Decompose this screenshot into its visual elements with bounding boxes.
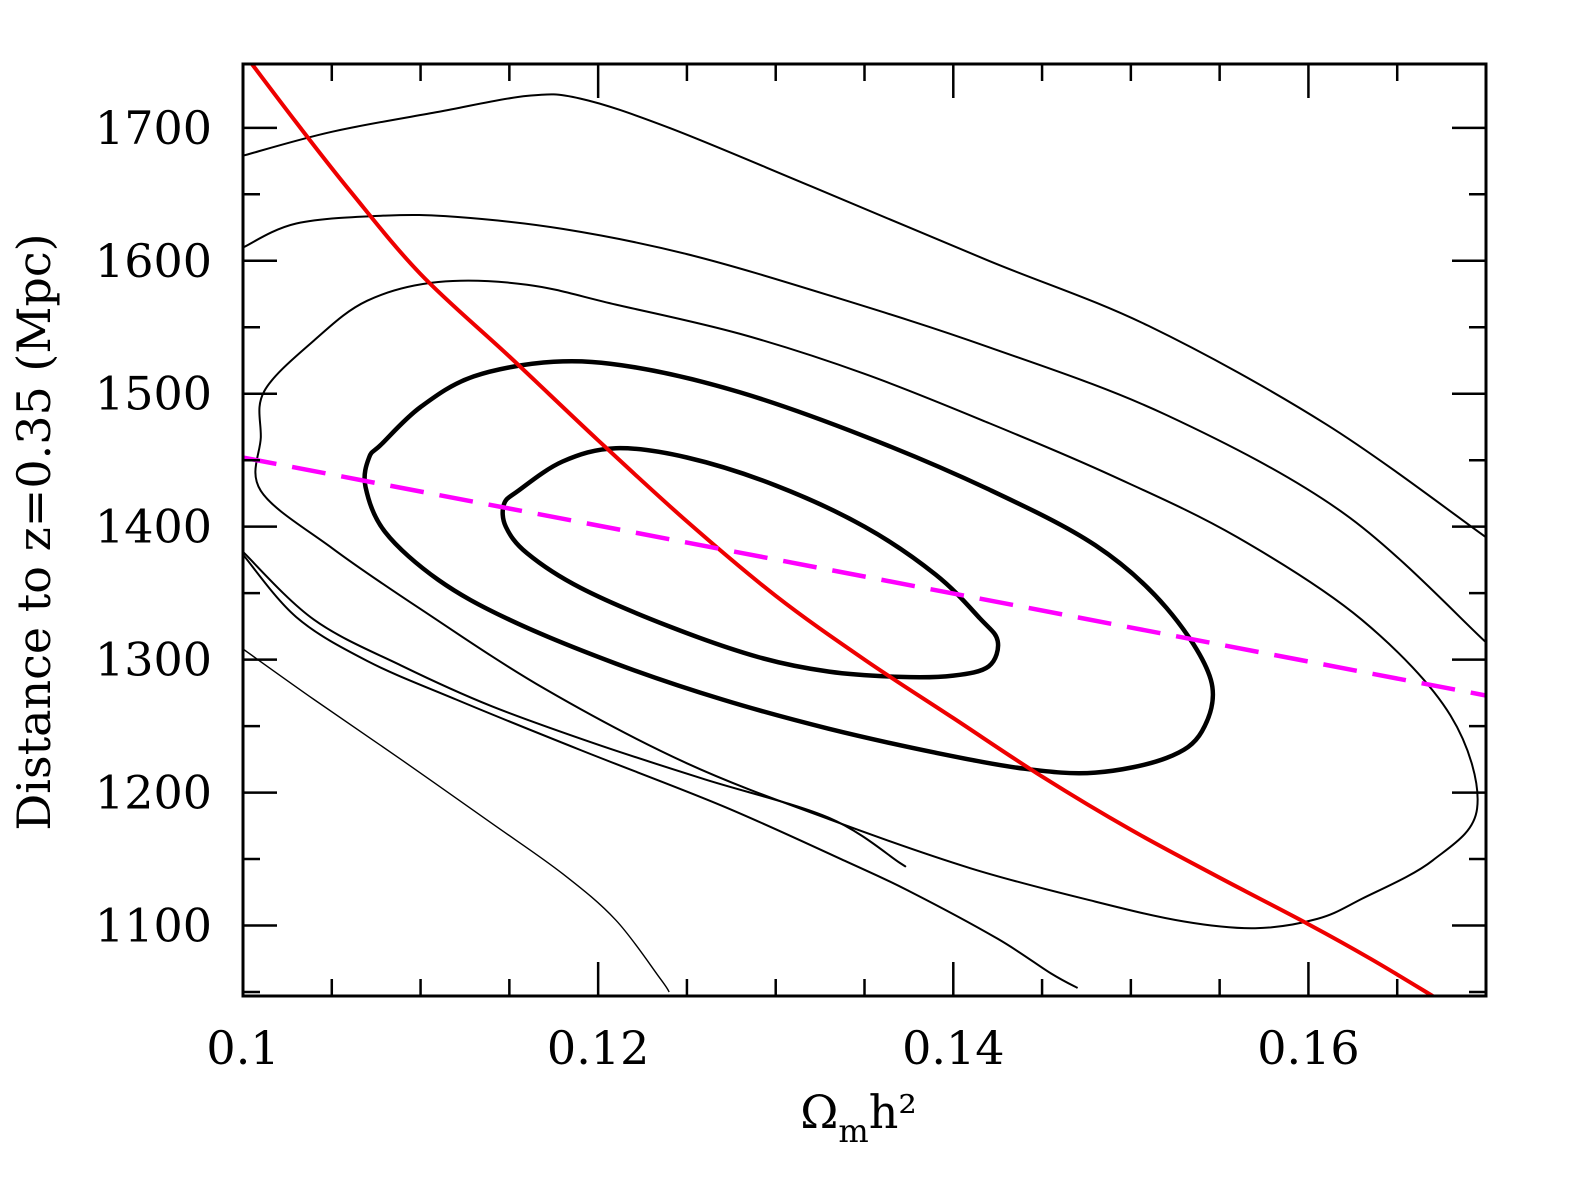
series-red-line-8	[250, 64, 1434, 996]
x-tick-label: 0.1	[206, 1021, 279, 1075]
series-contour-thin-4	[243, 93, 1486, 539]
series-contour-thin-3	[243, 213, 1486, 644]
series-contour-thin-6	[243, 553, 1079, 989]
x-tick-label: 0.14	[902, 1021, 1004, 1075]
y-axis-title: Distance to z=0.35 (Mpc)	[7, 233, 61, 830]
x-axis-title: Ωmh²	[800, 1085, 917, 1150]
ticks-layer	[241, 64, 1488, 996]
y-tick-label: 1700	[95, 101, 212, 155]
y-tick-label: 1600	[95, 234, 212, 288]
x-tick-label: 0.12	[547, 1021, 649, 1075]
series-layer	[243, 64, 1486, 996]
series-contour-thick-1	[362, 359, 1216, 776]
x-axis-title-tail: h²	[869, 1085, 917, 1139]
y-tick-label: 1500	[95, 367, 212, 421]
x-axis-title-omega: Ω	[800, 1085, 838, 1139]
x-tick-label: 0.16	[1257, 1021, 1359, 1075]
series-contour-thick-0	[500, 445, 1001, 680]
x-axis-title-subscript: m	[838, 1112, 868, 1150]
y-tick-label: 1100	[95, 899, 212, 953]
y-tick-label: 1400	[95, 500, 212, 554]
series-contour-thinner-7	[243, 648, 670, 993]
series-contour-thin-5	[243, 551, 907, 868]
tick-labels-layer: 0.1 0.12 0.14 0.16 1100 1200 1300 1400 1500 1600 1…	[95, 101, 1360, 1075]
y-tick-label: 1300	[95, 633, 212, 687]
y-tick-label: 1200	[95, 766, 212, 820]
series-magenta-dashed-9	[243, 455, 1486, 698]
plot-frame	[241, 62, 1488, 998]
series-contour-thin-2	[254, 279, 1479, 930]
